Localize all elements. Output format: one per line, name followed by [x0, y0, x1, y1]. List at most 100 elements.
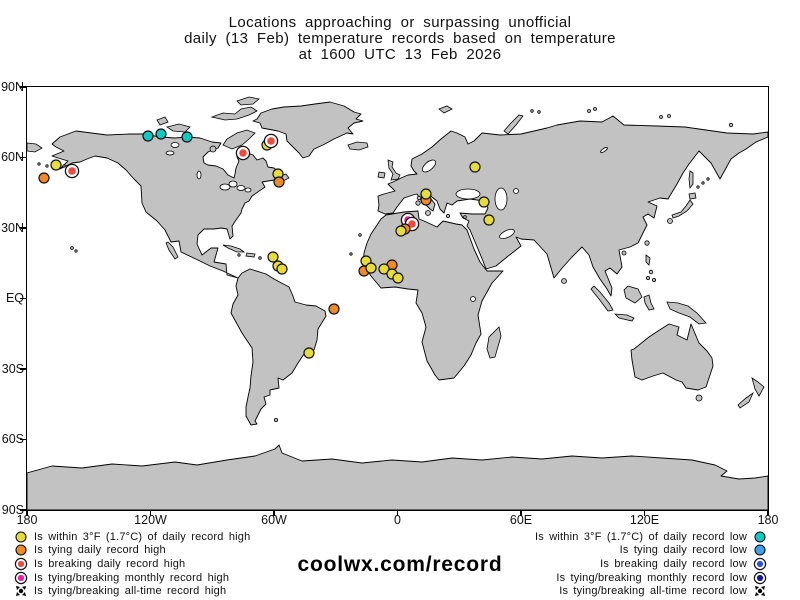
crete	[445, 213, 450, 218]
lon-tick-label: 180	[16, 513, 38, 527]
canary	[357, 232, 362, 237]
lat-tick-label: 30N	[1, 220, 24, 235]
monthly_high-icon	[14, 571, 28, 584]
greenland	[252, 101, 363, 158]
lake-baikal	[599, 146, 608, 153]
wrangel	[728, 122, 733, 127]
legend-marker	[14, 543, 28, 557]
kuril-2	[700, 180, 705, 185]
lake-erie	[236, 184, 245, 191]
legend-label: Is tying/breaking all-time record low	[559, 585, 747, 598]
legend-marker	[753, 571, 767, 585]
record-point-within_high	[482, 213, 495, 226]
new-siberian-2	[666, 113, 671, 118]
lon-tick-mark	[520, 510, 522, 516]
record-point-tying_high	[272, 175, 285, 188]
title-line-1: Locations approaching or surpassing unof…	[228, 14, 572, 31]
legend-label: Is within 3°F (1.7°C) of daily record lo…	[535, 530, 747, 543]
baltic-sea	[421, 159, 436, 172]
jamaica	[236, 252, 241, 257]
world-map	[26, 96, 768, 510]
legend-marker	[753, 584, 767, 598]
legend-label: Is tying daily record low	[619, 544, 747, 557]
breaking_high-icon	[14, 557, 28, 571]
legend-label: Is breaking daily record low	[600, 557, 747, 570]
chart-title: Locations approaching or surpassing unof…	[0, 15, 800, 63]
franz-josef-1	[529, 108, 534, 113]
legend-row: Is breaking daily record low	[535, 557, 767, 571]
legend-label: Is tying/breaking monthly record low	[556, 571, 747, 584]
antarctica	[26, 444, 768, 510]
record-point-within_low	[180, 130, 193, 143]
aleutian-2	[44, 163, 49, 168]
lat-tick-mark	[20, 227, 26, 229]
lon-tick-mark	[149, 510, 152, 516]
within_high-icon	[15, 531, 27, 543]
lat-tick-mark	[20, 297, 26, 300]
lake-victoria	[469, 295, 476, 302]
new-zealand-north	[750, 376, 765, 397]
lat-tick-mark	[20, 438, 26, 441]
lake-winnipeg	[196, 170, 201, 179]
legend-row: Is tying/breaking monthly record high	[14, 571, 250, 585]
chukotka-west	[26, 142, 43, 152]
baja-california	[164, 241, 179, 260]
aleutian-1	[36, 161, 41, 166]
record-point-within_high	[377, 262, 390, 275]
inland-seas	[165, 141, 608, 302]
lon-tick-label: 60E	[509, 513, 533, 527]
record-point-within_high	[364, 261, 377, 274]
hispaniola	[244, 252, 256, 257]
alltime-record-icon	[755, 586, 765, 597]
legend-marker	[14, 571, 28, 585]
lat-tick-label: 90N	[1, 79, 24, 94]
kyushu	[666, 217, 673, 224]
south-america	[230, 268, 326, 425]
sicily	[424, 209, 431, 216]
legend-marker	[753, 543, 767, 557]
hawaii-2	[73, 248, 78, 253]
great-britain	[387, 158, 401, 180]
honshu	[670, 198, 694, 219]
legend-row: Is tying daily record low	[535, 544, 767, 558]
lon-tick-label: 0	[394, 513, 401, 527]
legend-row: Is breaking daily record high	[14, 557, 250, 571]
sulawesi	[643, 293, 655, 310]
cape-verde	[348, 251, 353, 256]
severnaya-2	[592, 106, 597, 111]
philippines	[645, 253, 650, 266]
ellesmere-island	[235, 96, 260, 105]
record-point-within_high	[275, 262, 288, 275]
legend-row: Is tying/breaking all-time record high	[14, 584, 250, 598]
lake-michigan-huron	[228, 180, 237, 187]
record-point-breaking_high	[235, 145, 250, 160]
kuril-3	[705, 176, 710, 181]
legend-row: Is tying/breaking all-time record low	[535, 584, 767, 598]
hokkaido	[688, 192, 696, 199]
legend-label: Is tying/breaking all-time record high	[34, 585, 227, 598]
lon-tick-mark	[643, 510, 646, 516]
legend-marker	[14, 557, 28, 571]
lat-tick-mark	[20, 368, 26, 370]
record-point-within_high	[49, 158, 62, 171]
record-point-within_high	[266, 250, 279, 263]
title-line-3: at 1600 UTC 13 Feb 2026	[298, 46, 502, 63]
legend-record-high: Is within 3°F (1.7°C) of daily record hi…	[14, 530, 250, 598]
record-point-within_high	[394, 224, 407, 237]
monthly_low-icon	[753, 571, 767, 584]
record-point-tying_high	[327, 302, 340, 315]
landmasses	[26, 96, 768, 510]
sakhalin	[688, 169, 693, 189]
legend-marker	[14, 530, 28, 544]
lat-tick-mark	[20, 509, 26, 511]
tasmania	[695, 394, 702, 401]
lon-tick-mark	[26, 510, 28, 516]
philippine-dot-1	[648, 269, 653, 274]
legend-marker	[14, 584, 28, 598]
victoria-island	[165, 123, 191, 132]
lake-ontario	[244, 187, 251, 192]
australia	[630, 323, 713, 390]
lat-tick-label: EQ	[5, 291, 24, 305]
record-point-within_high	[477, 195, 490, 208]
